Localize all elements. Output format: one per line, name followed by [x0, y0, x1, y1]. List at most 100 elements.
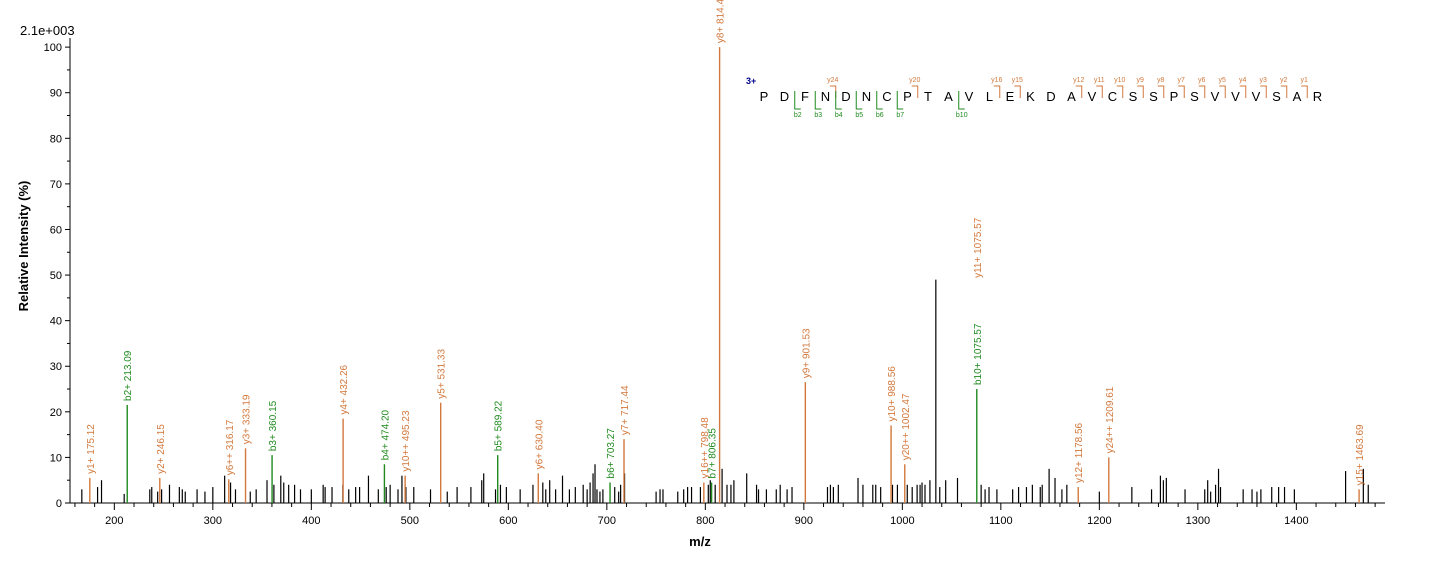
residue: P [903, 89, 912, 104]
b-ion-label: b5 [855, 112, 863, 119]
peak-label: b3+ 360.15 [268, 400, 279, 451]
peak-label: y4+ 432.26 [339, 364, 350, 414]
x-tick-label: 800 [696, 515, 714, 527]
residue: N [821, 89, 830, 104]
y-ion-bracket [1075, 85, 1083, 98]
residue: V [1252, 89, 1261, 104]
y-ion-bracket [1157, 85, 1165, 98]
peak-label: y8+ 814.48 [716, 0, 727, 43]
y-ion-label: y2 [1280, 77, 1288, 84]
b-ion-bracket [958, 91, 965, 110]
residue: A [1067, 89, 1076, 104]
y-ion-label: y5 [1219, 77, 1227, 84]
y-ion-label: y16 [991, 77, 1002, 84]
x-tick-label: 1100 [989, 515, 1013, 527]
charge-state: 3+ [746, 76, 756, 86]
residue: V [1088, 89, 1097, 104]
y-ion-bracket [1301, 85, 1308, 98]
residue: S [1149, 89, 1158, 104]
peak-label: b7+ 806.35 [708, 428, 719, 479]
peak-label: y12+ 1178.56 [1074, 422, 1085, 483]
peak-label: b5+ 589.22 [494, 400, 505, 451]
residue: V [965, 89, 974, 104]
residue: V [1231, 89, 1240, 104]
peak-label: y7+ 717.44 [620, 385, 631, 435]
y-ion-label: y9 [1137, 77, 1145, 84]
unannotated-peaks [81, 279, 1369, 503]
peak-label: y1+ 175.12 [86, 424, 97, 474]
b-ion-label: b4 [835, 112, 843, 119]
peak-labels: y1+ 175.12 b2+ 213.09 y2+ 246.15 y6++ 316.1… [86, 0, 1366, 485]
peak-label: y10++ 495.23 [401, 410, 412, 472]
peak-label: y20++ 1002.47 [901, 393, 912, 460]
residue: A [1293, 89, 1302, 104]
y-ion-label: y20 [909, 77, 920, 84]
residue: N [862, 89, 871, 104]
y-tick-label: 80 [50, 133, 62, 145]
peak-label: y15+ 1463.69 [1355, 424, 1366, 485]
b-ion-label: b2 [794, 112, 802, 119]
x-tick-label: 1200 [1087, 515, 1111, 527]
y-ion-label: y1 [1301, 77, 1309, 84]
y-ion-label: y10 [1114, 77, 1125, 84]
y-ion-bracket [1096, 85, 1103, 98]
b-ion-bracket [814, 91, 822, 110]
residue: A [944, 89, 953, 104]
residue: D [1046, 89, 1055, 104]
b-ion-bracket [794, 91, 801, 110]
y-tick-label: 90 [50, 88, 62, 100]
y-ion-bracket [1219, 85, 1226, 98]
b-ion-bracket [876, 91, 883, 110]
y-axis-label: Relative Intensity (%) [16, 181, 31, 312]
x-tick-label: 900 [795, 515, 813, 527]
residue: C [882, 89, 891, 104]
y-ion-bracket [1116, 85, 1124, 98]
residue: L [986, 89, 993, 104]
y-ion-bracket [1260, 85, 1267, 98]
y-ion-label: y24 [827, 77, 838, 84]
residue: D [780, 89, 789, 104]
peak-label: y9+ 901.53 [801, 328, 812, 378]
x-tick-label: 500 [401, 515, 419, 527]
y-ion-bracket [1014, 85, 1021, 98]
peak-label: y2+ 246.15 [156, 424, 167, 474]
x-tick-label: 200 [105, 515, 123, 527]
residue: P [1170, 89, 1179, 104]
y-tick-label: 10 [50, 452, 62, 464]
annotated-peaks [89, 47, 1360, 503]
b-ion-bracket [896, 91, 904, 110]
y-tick-label: 20 [50, 407, 62, 419]
peak-label: y10+ 988.56 [887, 366, 898, 422]
x-tick-label: 1300 [1186, 515, 1210, 527]
residue: C [1108, 89, 1117, 104]
y-tick-label: 30 [50, 361, 62, 373]
residue: T [924, 89, 932, 104]
y-ion-bracket [1239, 85, 1247, 98]
x-tick-label: 1000 [890, 515, 914, 527]
b-ion-label: b3 [814, 112, 822, 119]
y-ion-label: y4 [1239, 77, 1247, 84]
peak-label: y3+ 333.19 [242, 394, 253, 444]
y-ion-bracket [1198, 85, 1206, 98]
peak-label: y24++ 1209.61 [1105, 386, 1116, 453]
y-ion-bracket [1178, 85, 1185, 98]
x-axis-label: m/z [689, 534, 711, 549]
y-ion-bracket [993, 85, 1001, 98]
residue: K [1026, 89, 1035, 104]
peak-label: y16++ 798.48 [700, 417, 711, 479]
y-ion-label: y8 [1157, 77, 1165, 84]
y-tick-label: 50 [50, 270, 62, 282]
y-tick-label: 0 [56, 498, 62, 510]
residue: R [1313, 89, 1322, 104]
x-tick-label: 1400 [1284, 515, 1308, 527]
y-tick-label: 100 [44, 42, 62, 54]
peak-label: y11+ 1075.57 [973, 217, 984, 278]
x-tick-label: 400 [302, 515, 320, 527]
x-tick-label: 700 [598, 515, 616, 527]
b-ion-bracket [855, 91, 863, 110]
y-ion-label: y11 [1094, 77, 1105, 84]
y-ion-bracket [1280, 85, 1288, 98]
y-ion-label: y3 [1260, 77, 1268, 84]
